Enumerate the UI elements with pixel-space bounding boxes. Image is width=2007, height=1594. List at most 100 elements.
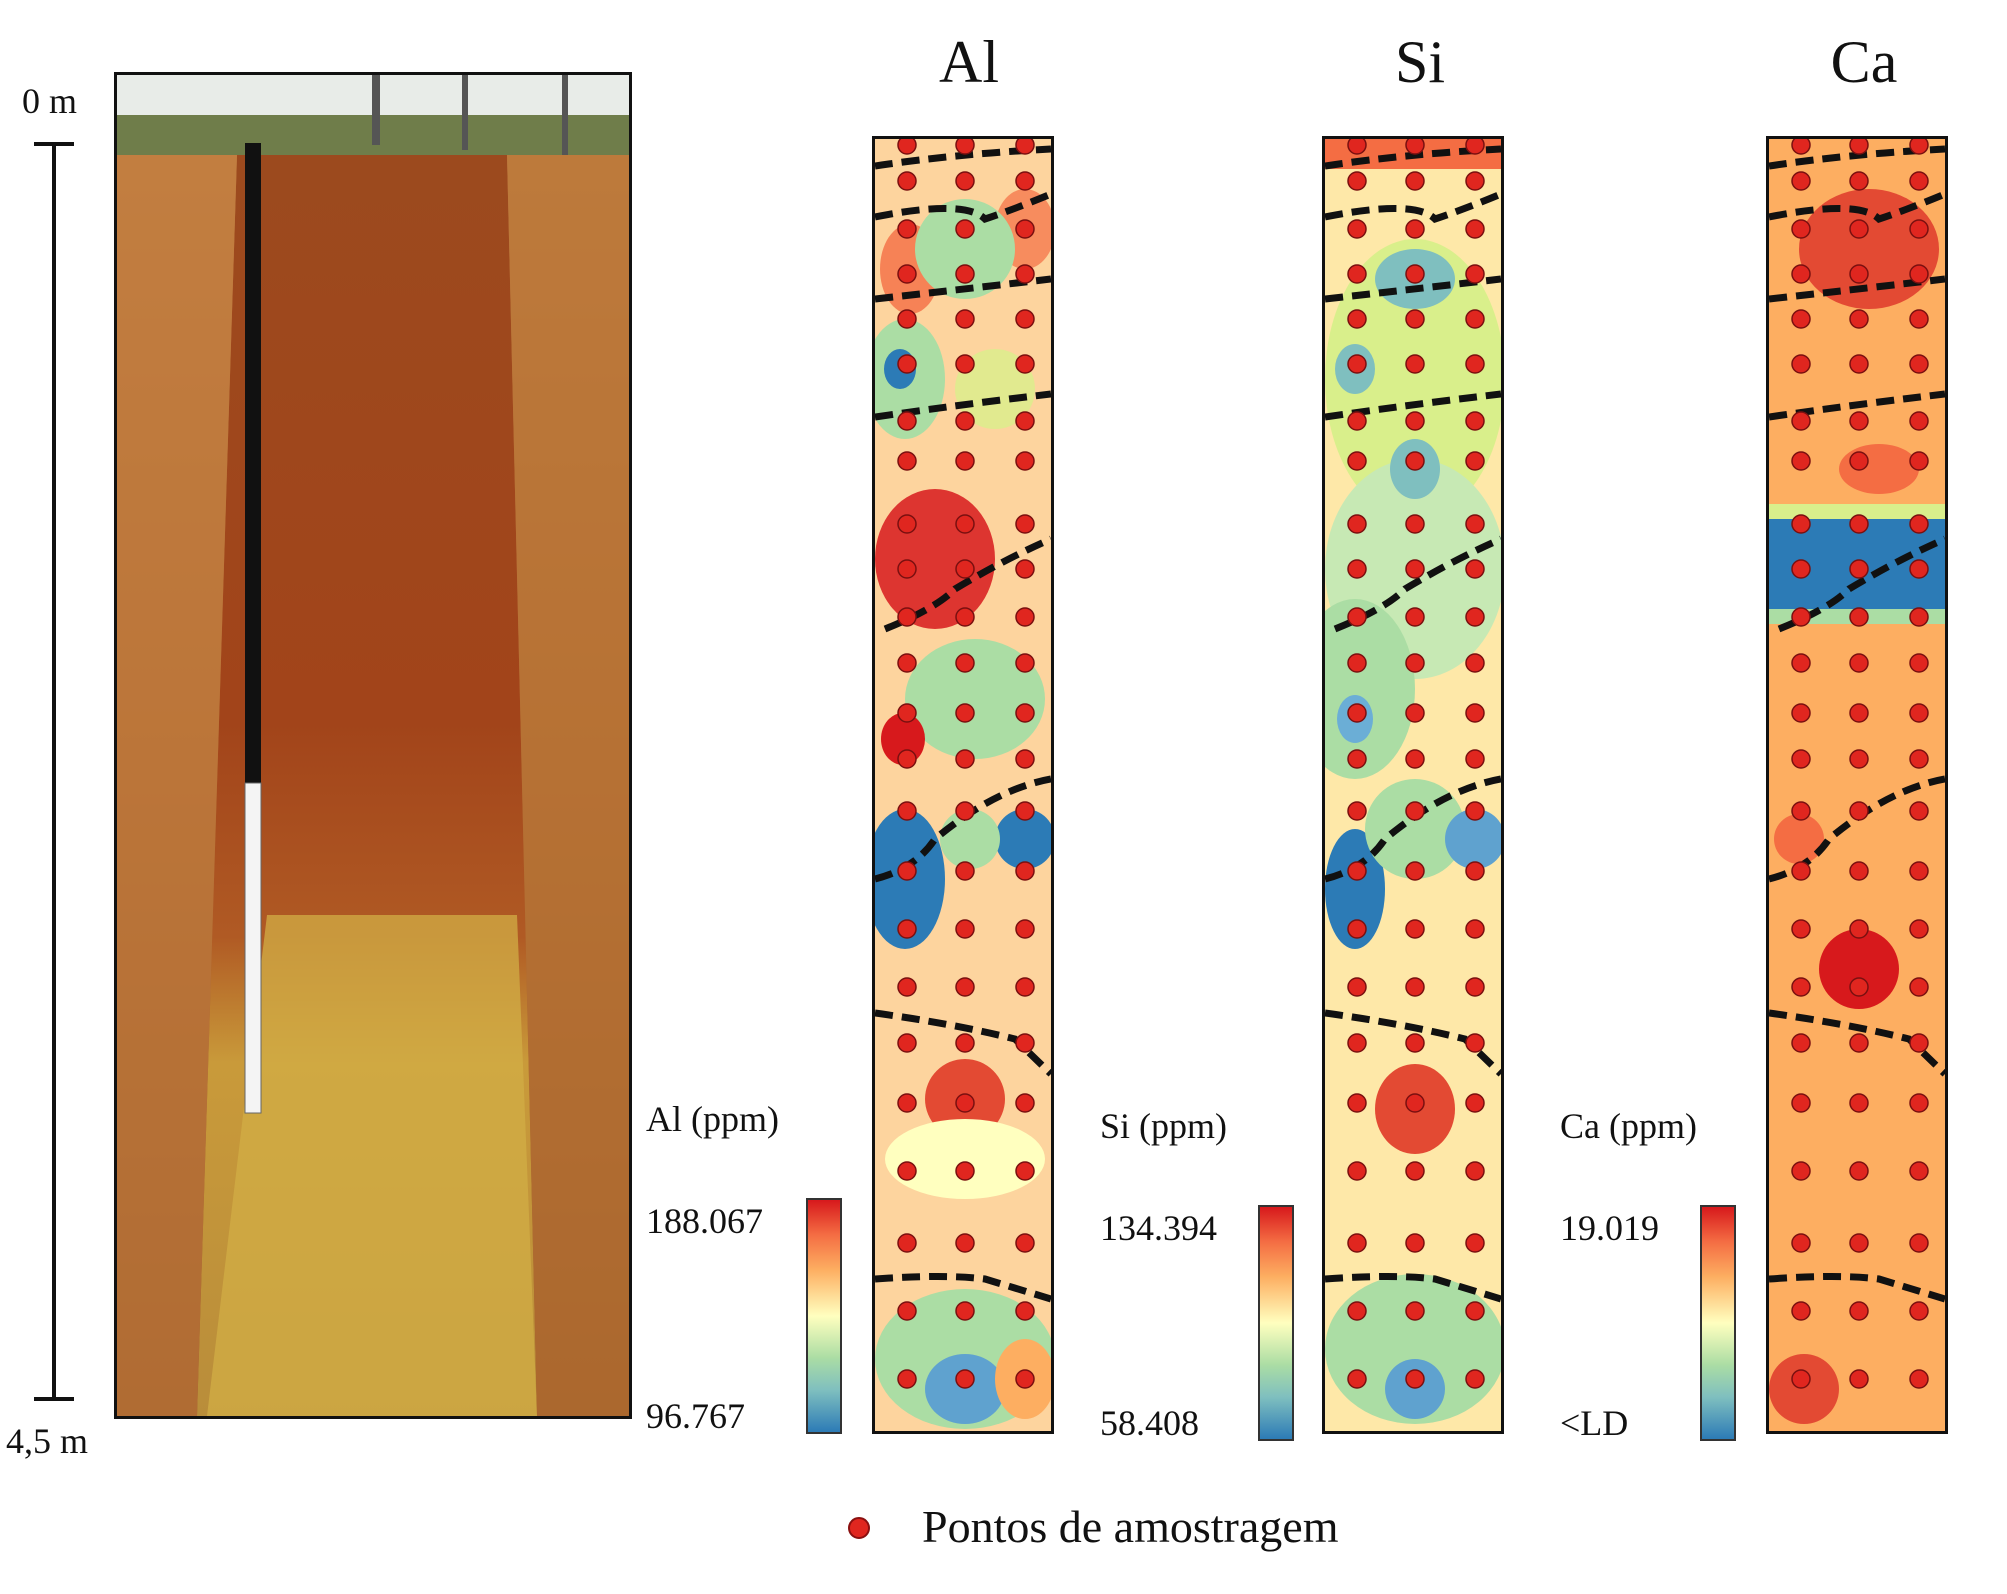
sample-point	[1347, 219, 1367, 239]
sample-point	[897, 219, 917, 239]
sample-point	[897, 861, 917, 881]
depth-scale-line	[52, 144, 56, 1399]
sample-point	[1465, 1369, 1485, 1389]
sample-point	[1909, 1233, 1929, 1253]
sample-point	[1405, 411, 1425, 431]
sample-point	[1465, 309, 1485, 329]
sample-point	[1849, 861, 1869, 881]
sample-point	[1849, 354, 1869, 374]
sample-point	[1405, 264, 1425, 284]
sample-point	[1909, 607, 1929, 627]
sample-point	[1347, 1093, 1367, 1113]
sample-point	[1405, 1161, 1425, 1181]
sample-point	[1347, 171, 1367, 191]
sample-point	[955, 607, 975, 627]
sample-point	[1849, 703, 1869, 723]
sample-point	[1405, 559, 1425, 579]
sample-point	[1909, 1033, 1929, 1053]
sample-point	[955, 411, 975, 431]
sample-point	[1405, 1033, 1425, 1053]
sample-point	[1347, 607, 1367, 627]
sample-point	[955, 1033, 975, 1053]
sample-point	[1347, 653, 1367, 673]
sample-point	[1015, 451, 1035, 471]
al-min-label: 96.767	[646, 1396, 745, 1436]
sample-point	[1465, 171, 1485, 191]
sample-point	[1791, 1161, 1811, 1181]
sample-point	[1015, 1233, 1035, 1253]
sample-point	[1405, 801, 1425, 821]
sample-point	[955, 653, 975, 673]
panel-title-si: Si	[1394, 29, 1446, 95]
sample-point	[897, 1301, 917, 1321]
al-colorbar	[806, 1198, 842, 1434]
sample-point	[1791, 977, 1811, 997]
sample-point	[897, 171, 917, 191]
sample-point	[897, 451, 917, 471]
sample-point	[1465, 749, 1485, 769]
sample-point	[955, 264, 975, 284]
sample-point	[1791, 607, 1811, 627]
sample-point	[1909, 139, 1929, 155]
sample-point	[1849, 1033, 1869, 1053]
sample-point	[1465, 801, 1485, 821]
sample-point	[1015, 1301, 1035, 1321]
sample-point	[1015, 919, 1035, 939]
sample-point	[1849, 977, 1869, 997]
sample-point	[1347, 1369, 1367, 1389]
sample-point	[1015, 559, 1035, 579]
sample-point	[1909, 1301, 1929, 1321]
sample-point	[1405, 139, 1425, 155]
heatmap-column-ca	[1766, 136, 1948, 1434]
sample-point	[1015, 977, 1035, 997]
sample-point	[1347, 1033, 1367, 1053]
sample-point	[1347, 1233, 1367, 1253]
sample-point	[955, 703, 975, 723]
sample-point	[1909, 309, 1929, 329]
sample-point	[1015, 1369, 1035, 1389]
sample-point	[1465, 1301, 1485, 1321]
sample-point	[1849, 139, 1869, 155]
sample-point	[1909, 514, 1929, 534]
sample-point	[897, 139, 917, 155]
sample-point	[897, 1093, 917, 1113]
ca-max-label: 19.019	[1560, 1208, 1659, 1248]
sample-point	[1791, 411, 1811, 431]
sample-point	[1015, 749, 1035, 769]
heatmap-column-al	[872, 136, 1054, 1434]
sample-point	[897, 264, 917, 284]
sample-point	[1015, 354, 1035, 374]
sample-point	[1347, 919, 1367, 939]
sample-point	[1849, 607, 1869, 627]
sample-point	[1465, 1093, 1485, 1113]
sample-point	[1405, 977, 1425, 997]
sample-point	[1849, 451, 1869, 471]
sample-point	[1791, 171, 1811, 191]
ca-min-label: <LD	[1560, 1403, 1629, 1443]
sample-point	[1909, 219, 1929, 239]
sample-point	[1405, 607, 1425, 627]
sample-point	[1405, 354, 1425, 374]
sample-point	[1849, 749, 1869, 769]
sample-point	[955, 801, 975, 821]
sample-point	[897, 607, 917, 627]
sample-point	[897, 1033, 917, 1053]
sample-point	[1465, 861, 1485, 881]
sample-point	[1791, 1233, 1811, 1253]
sample-point	[1465, 703, 1485, 723]
sample-point	[955, 559, 975, 579]
al-unit-label: Al (ppm)	[646, 1099, 779, 1139]
sample-point	[1909, 653, 1929, 673]
sample-point	[1791, 749, 1811, 769]
sample-point	[1347, 139, 1367, 155]
sample-point	[1849, 514, 1869, 534]
sample-point	[955, 977, 975, 997]
sample-point	[1909, 451, 1929, 471]
sample-point	[1015, 139, 1035, 155]
sample-point	[955, 919, 975, 939]
sample-point	[1405, 749, 1425, 769]
sample-point	[1465, 514, 1485, 534]
sample-point	[1849, 1093, 1869, 1113]
sample-point	[897, 354, 917, 374]
al-max-label: 188.067	[646, 1201, 763, 1241]
